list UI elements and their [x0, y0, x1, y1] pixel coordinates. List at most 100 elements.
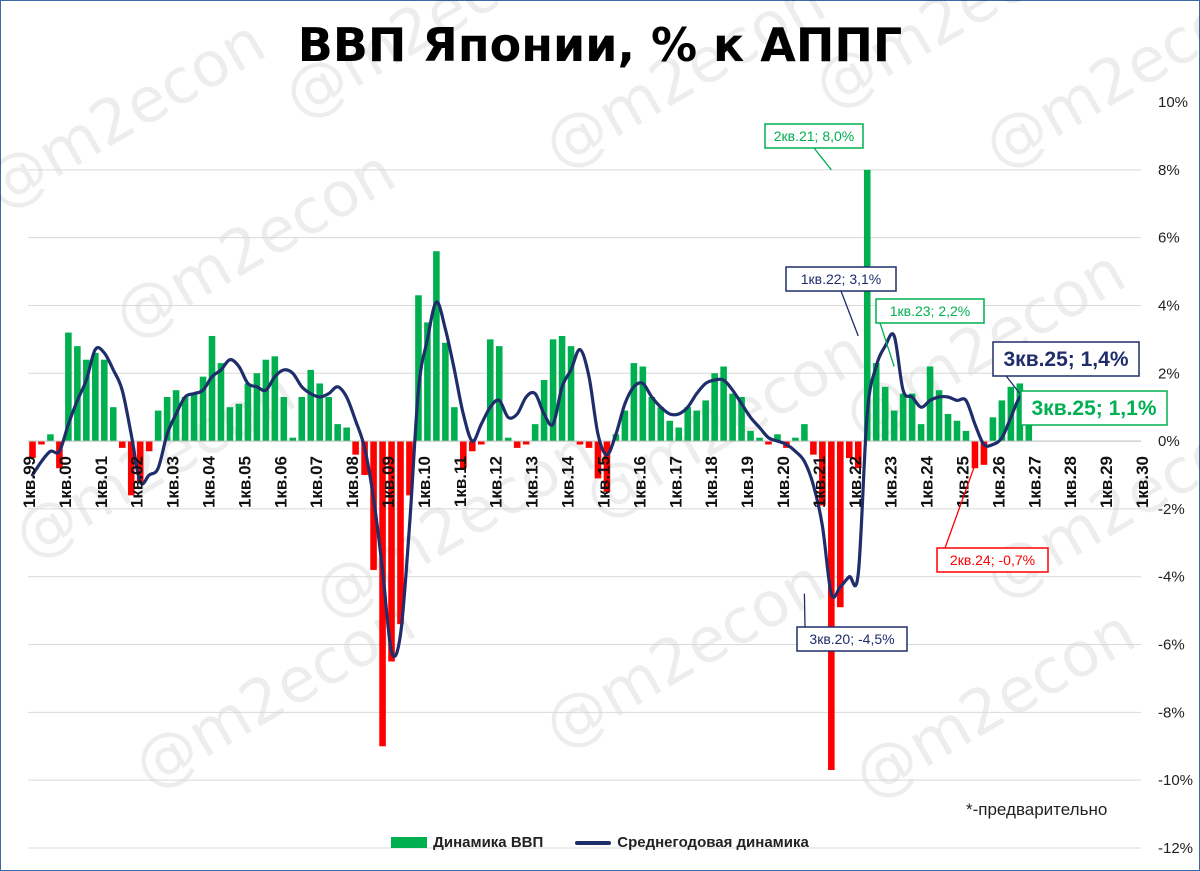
footnote: *-предварительно	[966, 800, 1108, 819]
bar	[1016, 383, 1024, 442]
bar	[648, 397, 656, 442]
bar	[235, 403, 243, 442]
watermark: @m2econ	[971, 0, 1200, 183]
bar	[729, 393, 736, 442]
x-tick-label: 1кв.28	[1061, 456, 1080, 508]
bar	[567, 346, 575, 442]
y-tick-label: -8%	[1158, 704, 1185, 721]
bar	[181, 397, 189, 442]
bar	[352, 441, 359, 455]
annotation-label: 1кв.22; 3,1%	[801, 271, 882, 287]
x-tick-label: 1кв.29	[1097, 456, 1116, 508]
bar	[630, 363, 638, 442]
bar	[747, 430, 754, 442]
bar	[217, 363, 225, 442]
bar	[621, 410, 629, 442]
bar	[756, 437, 763, 442]
bar	[154, 410, 162, 442]
bar	[486, 339, 494, 442]
bar	[819, 441, 826, 506]
annotation-box	[796, 626, 908, 652]
bar	[531, 424, 539, 442]
bar	[397, 441, 404, 625]
legend-item-gdp[interactable]: Динамика ВВП	[391, 834, 543, 851]
watermark: @m2econ	[271, 0, 577, 133]
annotation-label: 2кв.21; 8,0%	[774, 128, 855, 144]
annotation-label: 3кв.25; 1,4%	[1004, 348, 1129, 371]
bar	[998, 400, 1006, 442]
y-tick-label: -4%	[1158, 569, 1185, 586]
annotation-label: 3кв.20; -4,5%	[809, 631, 894, 647]
bar	[280, 397, 288, 442]
x-tick-label: 1кв.25	[953, 456, 972, 508]
x-tick-label: 1кв.03	[164, 456, 183, 508]
annotation-leader	[813, 147, 832, 171]
bar	[262, 359, 270, 442]
x-tick-label: 1кв.23	[882, 456, 901, 508]
x-tick-label: 1кв.02	[128, 456, 147, 508]
bar	[962, 430, 970, 442]
chart-title: ВВП Японии, % к АППГ	[297, 18, 903, 72]
y-tick-label: 4%	[1158, 297, 1180, 314]
bar	[477, 441, 485, 445]
bar	[845, 441, 853, 459]
legend-swatch-bar	[391, 837, 428, 848]
annotation-box	[1020, 390, 1168, 426]
y-tick-label: 6%	[1158, 230, 1180, 247]
y-tick-label: 8%	[1158, 162, 1180, 179]
annotation-box	[936, 547, 1049, 573]
bar	[837, 441, 844, 608]
x-tick-label: 1кв.06	[271, 456, 290, 508]
bar	[881, 386, 889, 442]
bar	[451, 407, 458, 442]
bar	[316, 383, 324, 442]
bar	[953, 420, 961, 442]
x-tick-label: 1кв.00	[56, 456, 75, 508]
bar	[792, 437, 799, 442]
bar	[603, 441, 611, 492]
bar	[522, 441, 530, 445]
annotation-leader	[803, 593, 806, 628]
bar	[585, 441, 593, 448]
bar	[307, 369, 315, 442]
average-line	[30, 300, 1031, 658]
bar	[38, 441, 45, 445]
y-tick-label: -2%	[1158, 501, 1185, 518]
bar	[244, 383, 252, 442]
y-tick-label: -6%	[1158, 637, 1185, 654]
watermark: @m2econ	[301, 414, 607, 633]
bar	[693, 410, 700, 442]
bar	[711, 373, 718, 442]
x-tick-label: 1кв.10	[415, 456, 434, 508]
annotation-leader	[840, 290, 859, 337]
x-tick-label: 1кв.24	[918, 455, 937, 508]
bar	[343, 427, 350, 442]
watermark: @m2econ	[531, 0, 837, 183]
bar	[926, 366, 934, 442]
bar	[549, 339, 557, 442]
bar	[675, 427, 683, 442]
bar	[47, 434, 54, 442]
bar	[989, 417, 997, 442]
x-tick-label: 1кв.17	[666, 456, 685, 508]
bar	[253, 373, 261, 442]
bar	[810, 441, 817, 455]
bar	[469, 441, 476, 452]
annotation-leader	[879, 322, 895, 367]
x-tick-label: 1кв.15	[594, 456, 613, 508]
bar	[433, 251, 440, 442]
bar	[298, 397, 306, 442]
x-tick-label: 1кв.26	[989, 456, 1008, 508]
bar	[442, 342, 449, 442]
bar	[971, 441, 979, 469]
y-tick-label: 0%	[1158, 433, 1180, 450]
annotation-label: 3кв.25; 1,1%	[1032, 397, 1157, 420]
legend-item-average[interactable]: Среднегодовая динамика	[575, 834, 809, 851]
bar	[101, 359, 108, 442]
x-tick-label: 1кв.07	[307, 456, 326, 508]
bar	[325, 397, 332, 442]
x-tick-label: 1кв.14	[559, 455, 578, 508]
bar	[199, 376, 207, 442]
bar	[854, 441, 862, 469]
